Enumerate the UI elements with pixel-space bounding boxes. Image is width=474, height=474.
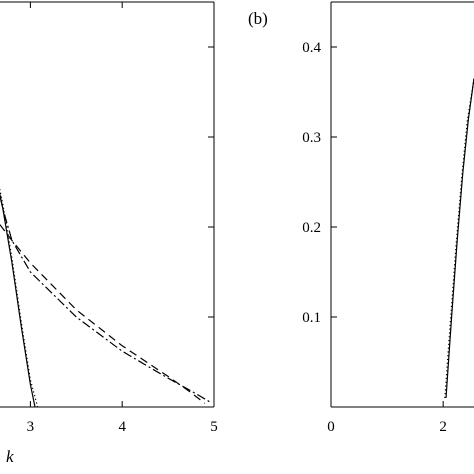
series-line-solid-1 [445, 78, 474, 399]
right-series [444, 78, 474, 399]
x-tick-label: 3 [27, 419, 35, 435]
right-ticks: 0 2 0.1 0.2 0.3 0.4 [302, 40, 447, 435]
y-tick-label: 0.3 [302, 130, 321, 146]
left-x-axis-label: k [6, 447, 14, 466]
x-tick-label: 4 [118, 419, 126, 435]
left-panel: 3 4 5 k [0, 1, 218, 466]
x-tick-label: 2 [439, 419, 447, 435]
series-line-dotted-2 [0, 187, 39, 408]
y-tick-label: 0.4 [302, 40, 321, 56]
series-line-dotted-2 [444, 78, 474, 399]
series-line-dashdot-3 [0, 193, 210, 403]
left-x-ticks: 3 4 5 [27, 2, 218, 435]
series-line-solid-1 [0, 191, 36, 408]
x-tick-label: 5 [210, 419, 218, 435]
panel-label-b: (b) [248, 9, 268, 28]
x-tick-label: 0 [327, 419, 335, 435]
left-series [0, 187, 210, 408]
right-panel: (b) 0 2 0.1 0.2 0.3 0.4 [248, 1, 474, 435]
series-line-dashed-4 [0, 223, 206, 404]
y-tick-label: 0.1 [302, 310, 321, 326]
y-tick-label: 0.2 [302, 220, 321, 236]
